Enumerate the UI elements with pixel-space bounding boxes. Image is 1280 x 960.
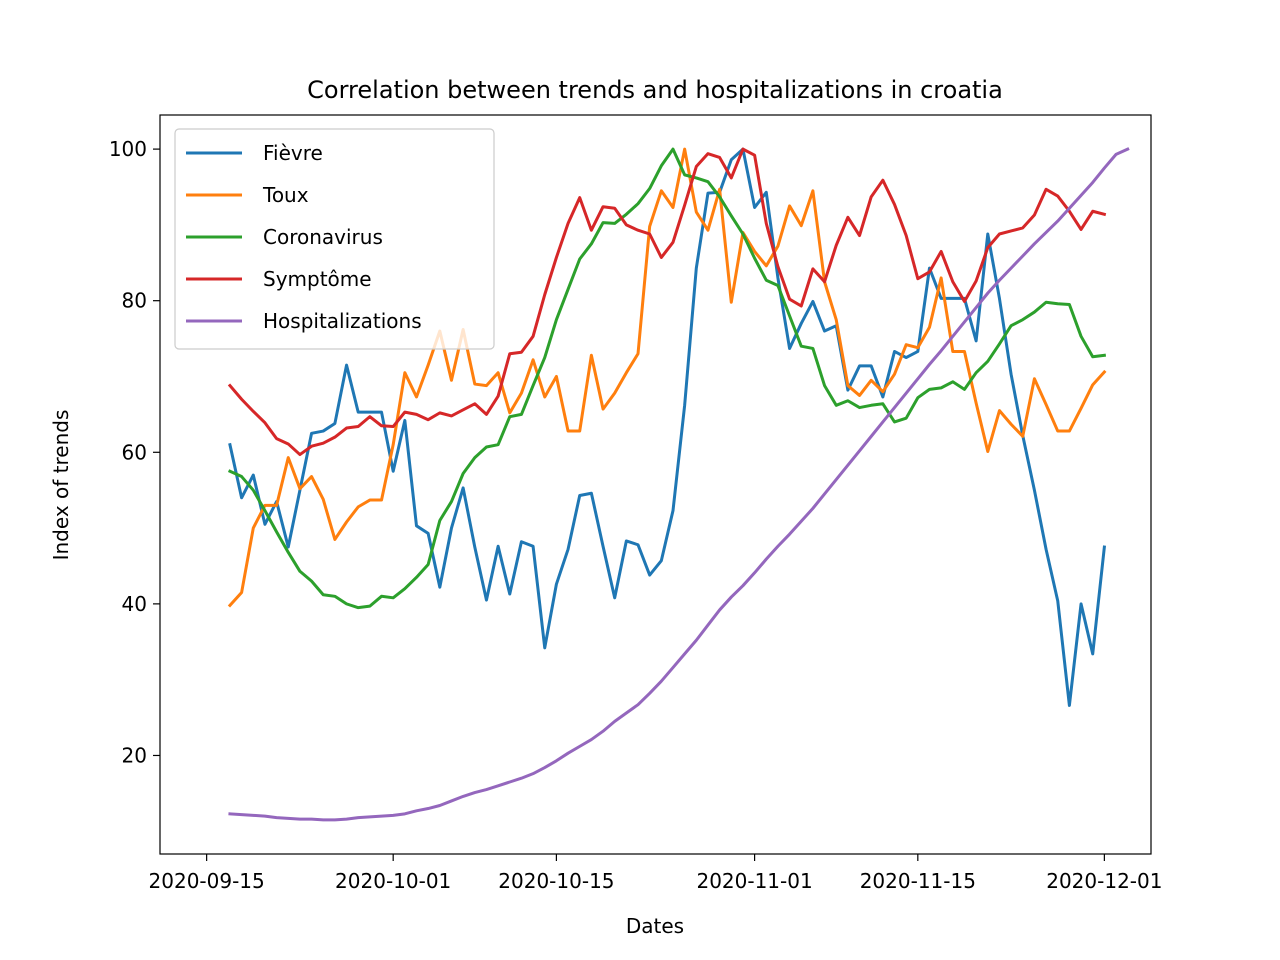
chart-title: Correlation between trends and hospitali… bbox=[307, 76, 1003, 104]
series-line-2 bbox=[227, 147, 1107, 610]
y-tick-label: 80 bbox=[122, 289, 147, 313]
legend-label-1: Toux bbox=[262, 183, 309, 207]
y-tick-label: 100 bbox=[109, 137, 147, 161]
series-line-1 bbox=[227, 147, 1107, 608]
y-axis: 20 40 60 80 100 bbox=[109, 137, 160, 767]
y-tick-label: 20 bbox=[122, 743, 147, 767]
x-axis-label: Dates bbox=[626, 914, 684, 938]
series-line-3 bbox=[227, 147, 1107, 457]
series-line-0 bbox=[228, 147, 1107, 707]
x-tick-label: 2020-10-01 bbox=[335, 869, 451, 893]
x-tick-label: 2020-12-01 bbox=[1046, 869, 1162, 893]
plot-lines bbox=[227, 147, 1130, 822]
plot-frame bbox=[159, 114, 1152, 855]
legend-label-0: Fièvre bbox=[263, 141, 323, 165]
y-tick-label: 60 bbox=[122, 440, 147, 464]
legend-label-4: Hospitalizations bbox=[263, 309, 422, 333]
legend-label-2: Coronavirus bbox=[263, 225, 383, 249]
y-tick-label: 40 bbox=[122, 592, 147, 616]
legend-box bbox=[174, 128, 495, 350]
series-line-4 bbox=[228, 147, 1130, 822]
x-tick-label: 2020-11-15 bbox=[860, 869, 976, 893]
x-tick-label: 2020-10-15 bbox=[498, 869, 614, 893]
x-tick-label: 2020-11-01 bbox=[696, 869, 812, 893]
x-tick-label: 2020-09-15 bbox=[149, 869, 265, 893]
legend: Fièvre Toux Coronavirus Symptôme Hospitaliza… bbox=[174, 128, 495, 350]
y-axis-label: Index of trends bbox=[49, 410, 73, 561]
x-axis: 2020-09-15 2020-10-01 2020-10-15 2020-11-01… bbox=[149, 854, 1162, 893]
legend-label-3: Symptôme bbox=[263, 267, 372, 291]
